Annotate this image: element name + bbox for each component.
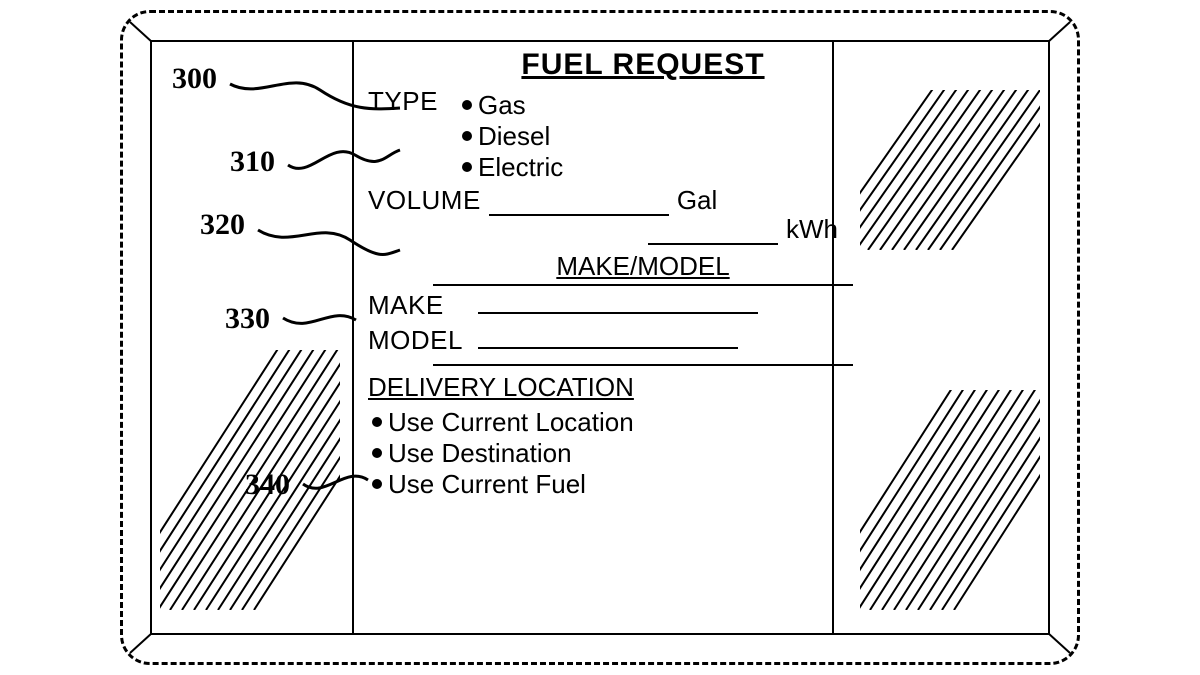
leader-340 [0, 0, 1200, 675]
